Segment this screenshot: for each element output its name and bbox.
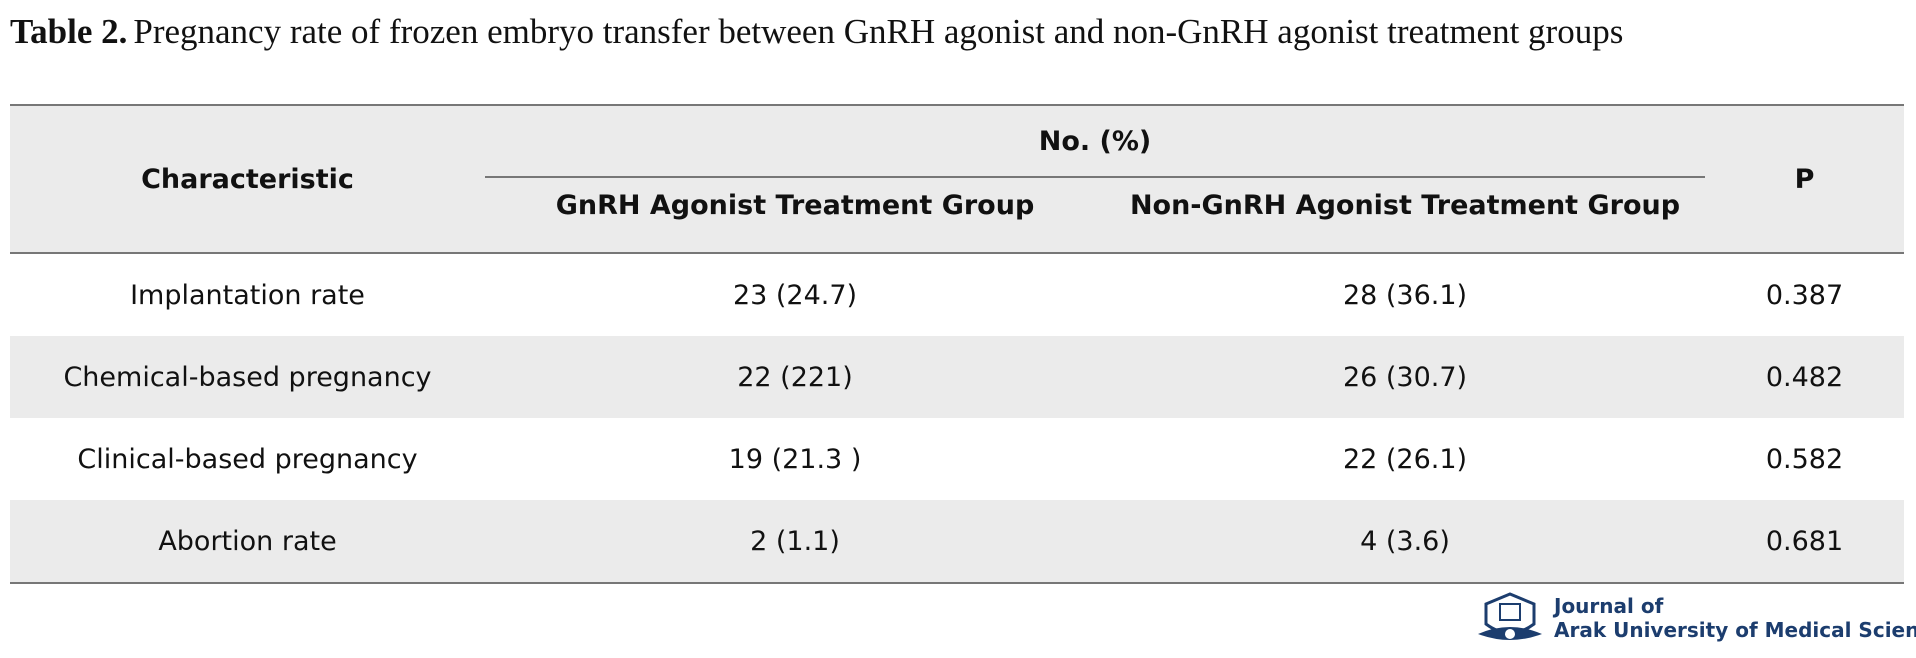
caption-text: Pregnancy rate of frozen embryo transfer… — [133, 12, 1624, 51]
table-row: Abortion rate 2 (1.1) 4 (3.6) 0.681 — [10, 500, 1904, 583]
logo-icon — [1478, 592, 1542, 640]
header-cell: P — [1705, 105, 1904, 254]
table-cell: Chemical-based pregnancy — [63, 361, 432, 393]
table-cell: 28 (36.1) — [1342, 279, 1468, 311]
table-body: Implantation rate 23 (24.7) 28 (36.1) 0.387… — [10, 253, 1904, 583]
logo-line: Arak University of Medical Sciences — [1554, 618, 1916, 642]
table-cell: 26 (30.7) — [1342, 361, 1468, 393]
table-cell: 0.681 — [1765, 525, 1844, 557]
caption: Table 2. Pregnancy rate of frozen embryo … — [10, 12, 1623, 52]
table-cell: Clinical-based pregnancy — [77, 443, 418, 475]
table-cell: 0.582 — [1765, 443, 1844, 475]
logo-line: Journal of — [1554, 594, 1664, 618]
table-cell: 0.387 — [1765, 279, 1844, 311]
table-row: Implantation rate 23 (24.7) 28 (36.1) 0.387 — [10, 253, 1904, 336]
table-cell: 22 (221) — [737, 361, 853, 393]
journal-logo: Journal of Arak University of Medical Sc… — [1474, 590, 1916, 646]
data-table: Characteristic No. (%) P GnRH Agonist Tr… — [10, 104, 1904, 584]
table-cell: 2 (1.1) — [750, 525, 840, 557]
table-cell: 22 (26.1) — [1342, 443, 1468, 475]
header-cell: Characteristic — [10, 105, 485, 254]
table-row: Chemical-based pregnancy 22 (221) 26 (30.7… — [10, 336, 1904, 418]
table-cell: 0.482 — [1765, 361, 1844, 393]
table-cell: Abortion rate — [158, 525, 337, 557]
table-cell: 19 (21.3 ) — [728, 443, 862, 475]
header-cell: GnRH Agonist Treatment Group — [485, 177, 1105, 254]
table-cell: 23 (24.7) — [732, 279, 858, 311]
header-cell: Non-GnRH Agonist Treatment Group — [1105, 177, 1705, 254]
header-group: No. (%) — [485, 105, 1705, 178]
table-cell: Implantation rate — [130, 279, 365, 311]
caption-label: Table 2. — [10, 12, 128, 51]
table-cell: 4 (3.6) — [1360, 525, 1450, 557]
table-row: Clinical-based pregnancy 19 (21.3 ) 22 (26… — [10, 418, 1904, 500]
